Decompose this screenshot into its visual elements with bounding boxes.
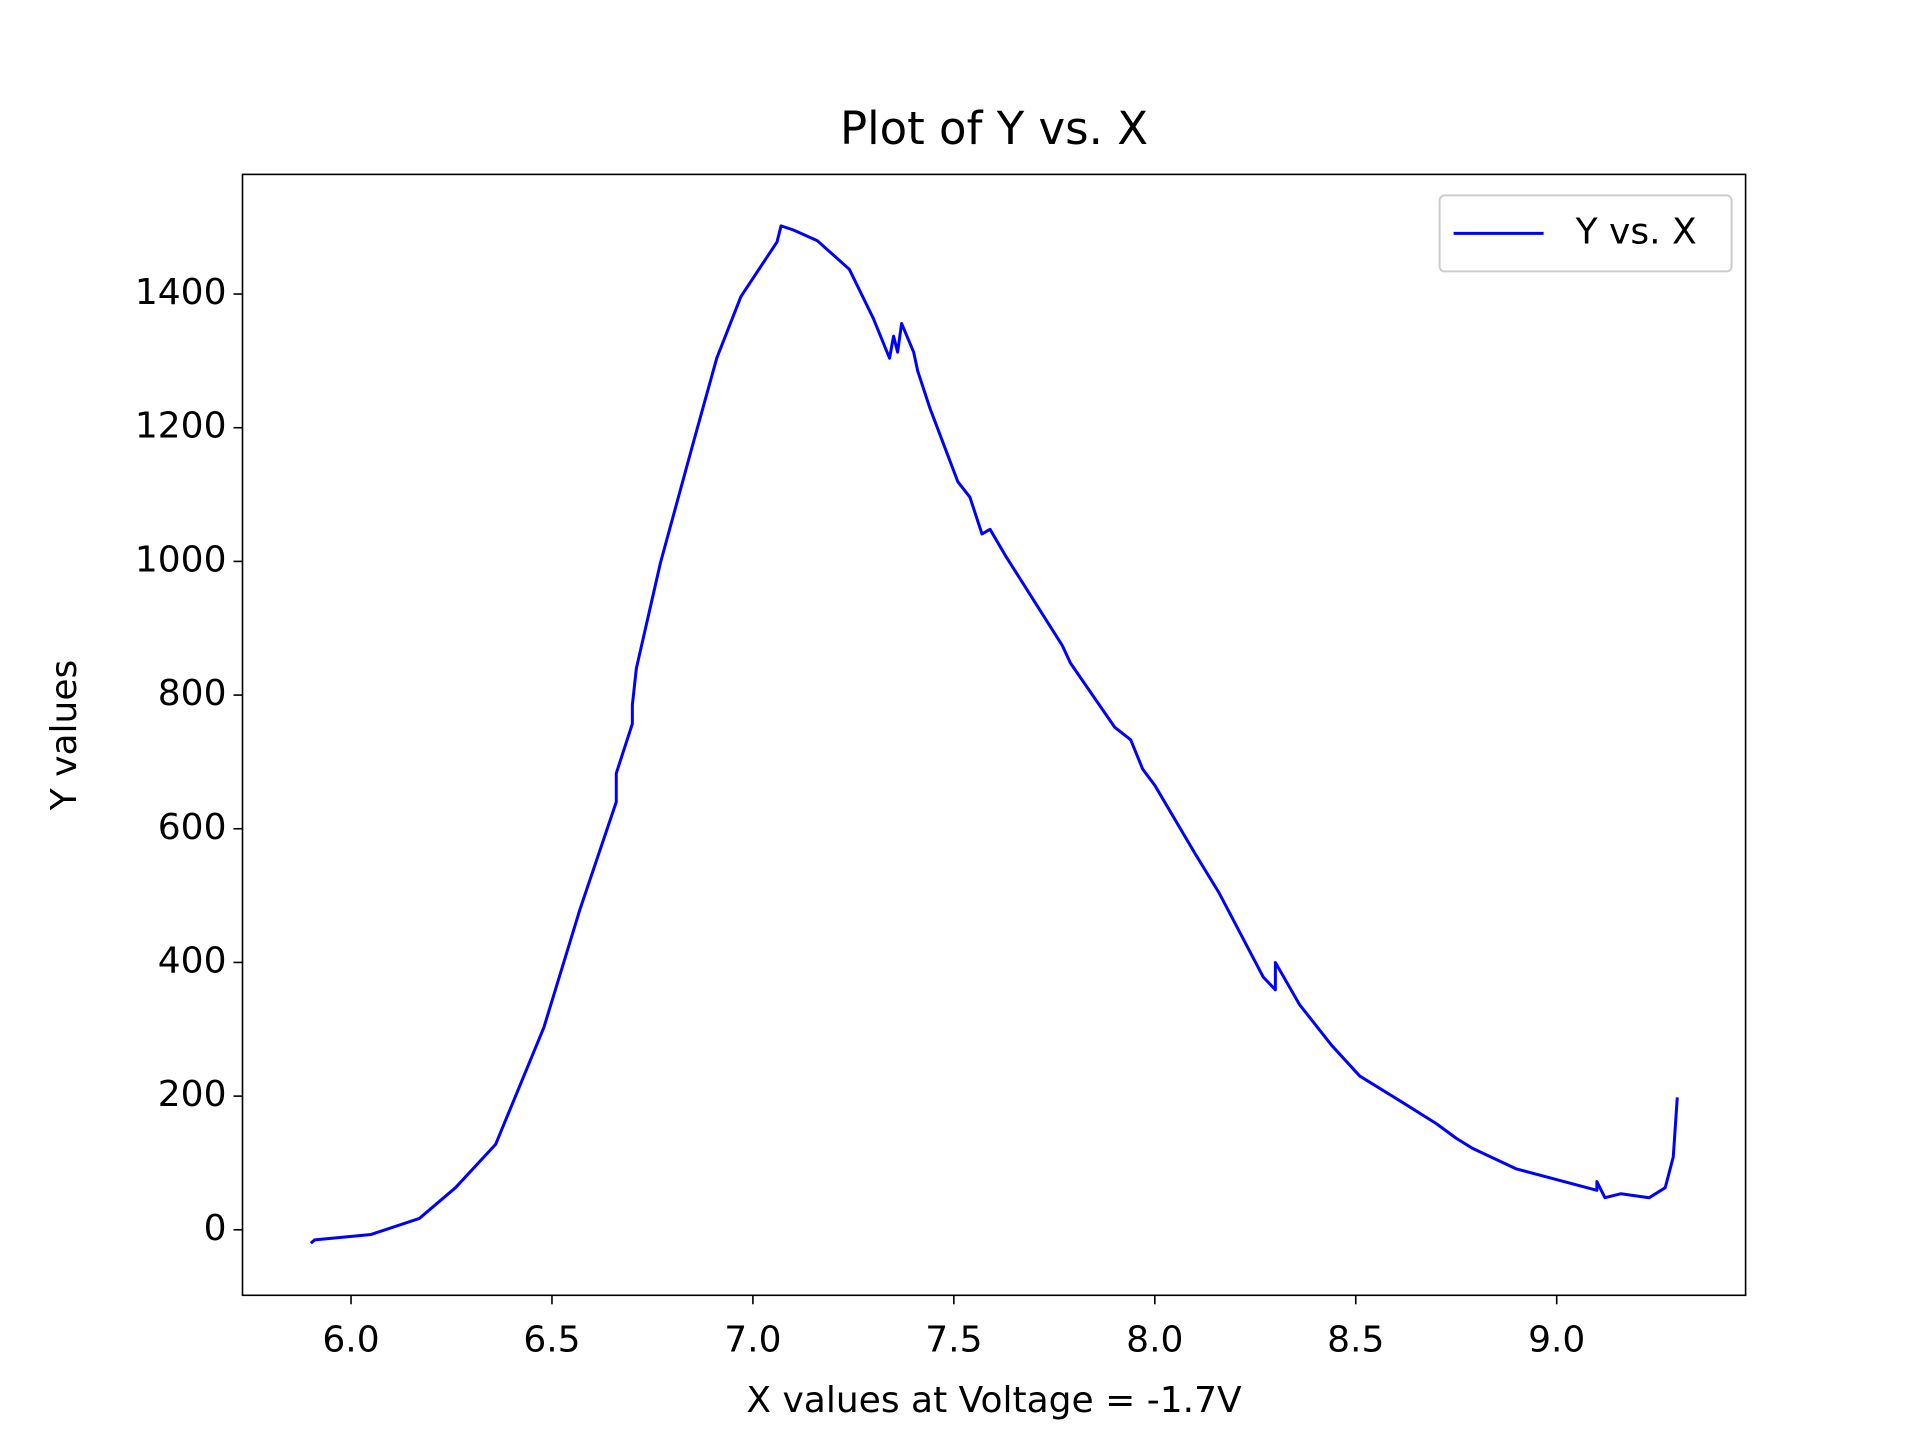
y-tick-label: 0 xyxy=(204,1208,227,1249)
data-line xyxy=(309,224,1679,1245)
x-tick-label: 6.0 xyxy=(322,1319,379,1360)
legend-label: Y vs. X xyxy=(1575,211,1697,252)
y-tick-label: 800 xyxy=(158,673,227,714)
y-tick-label: 600 xyxy=(158,807,227,848)
x-tick-label: 7.5 xyxy=(925,1319,982,1360)
x-tick-label: 8.5 xyxy=(1327,1319,1384,1360)
x-tick-label: 6.5 xyxy=(523,1319,580,1360)
x-tick-label: 8.0 xyxy=(1126,1319,1183,1360)
y-tick-label: 200 xyxy=(158,1074,227,1115)
y-axis-label: Y values xyxy=(44,660,85,812)
plot-frame xyxy=(241,173,1747,1297)
x-axis-label: X values at Voltage = -1.7V xyxy=(746,1380,1242,1421)
y-tick-label: 1200 xyxy=(135,406,227,447)
y-tick-label: 1000 xyxy=(135,539,227,580)
chart-title: Plot of Y vs. X xyxy=(840,102,1148,155)
y-tick-label: 400 xyxy=(158,940,227,981)
x-tick-label: 9.0 xyxy=(1528,1319,1585,1360)
legend-box xyxy=(1438,194,1733,273)
x-tick-label: 7.0 xyxy=(724,1319,781,1360)
y-tick-label: 1400 xyxy=(135,272,227,313)
